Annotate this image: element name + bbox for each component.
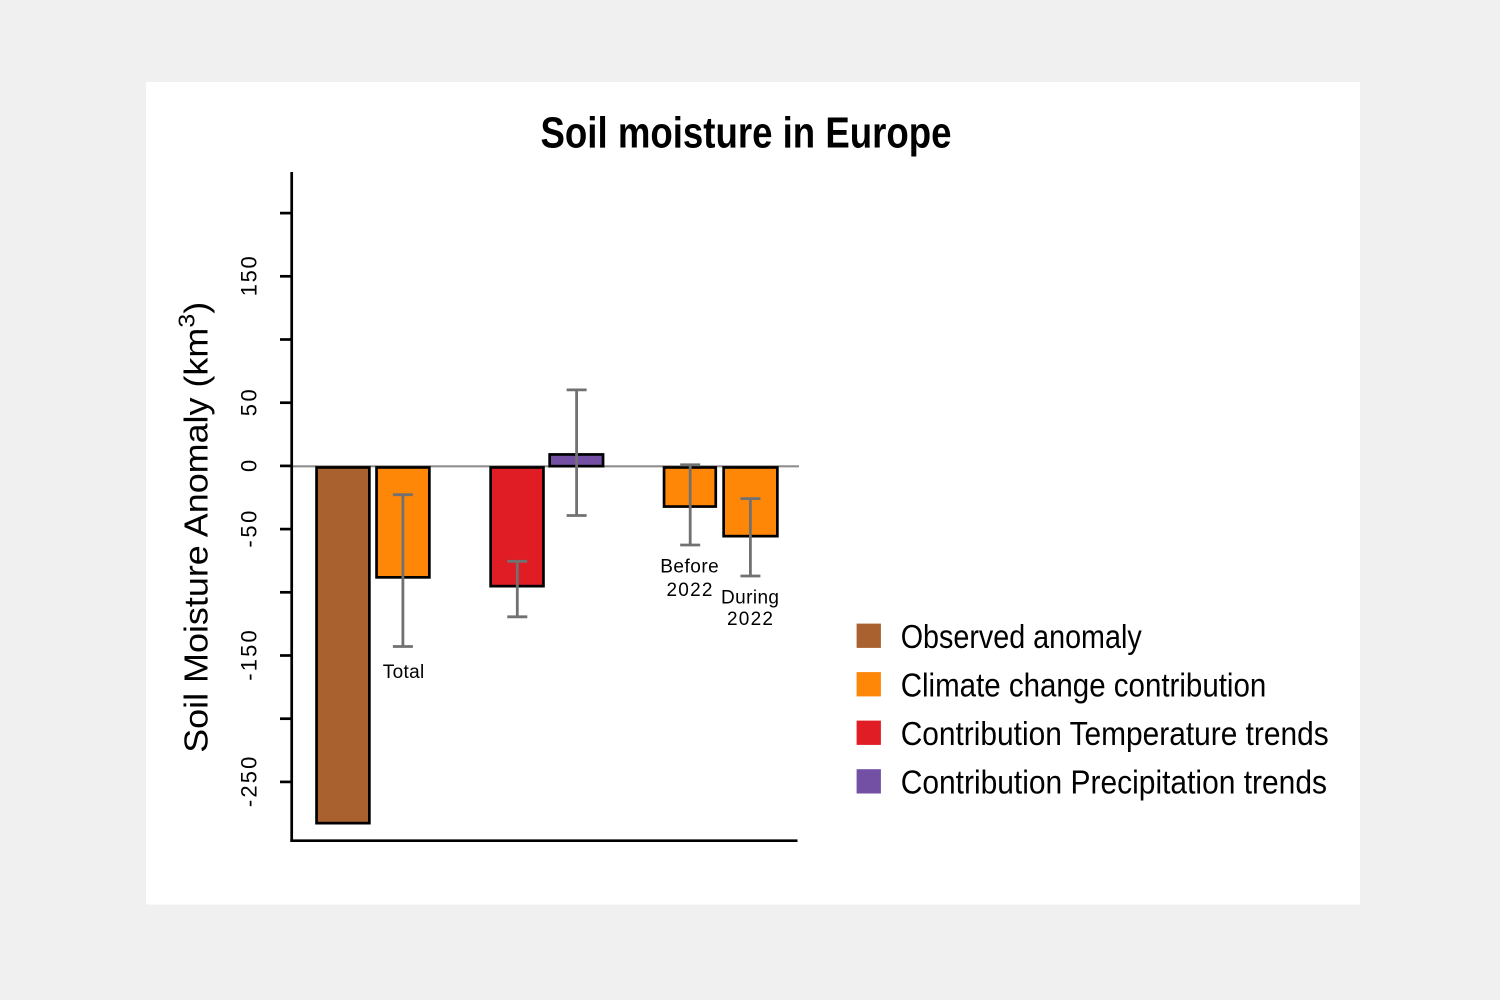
svg-text:150: 150 [237,256,262,296]
svg-text:Contribution Precipitation tre: Contribution Precipitation trends [901,764,1327,801]
svg-text:2022: 2022 [667,580,713,601]
svg-text:-50: -50 [237,511,262,548]
svg-text:During: During [721,588,779,609]
svg-text:Contribution Temperature trend: Contribution Temperature trends [901,716,1329,753]
svg-text:Soil moisture in Europe: Soil moisture in Europe [541,110,952,158]
svg-text:Climate change contribution: Climate change contribution [901,667,1267,704]
svg-text:0: 0 [237,460,262,472]
svg-text:Total: Total [383,662,425,683]
svg-text:2022: 2022 [727,609,773,630]
svg-text:Observed anomaly: Observed anomaly [901,619,1142,656]
svg-text:Before: Before [660,557,719,578]
svg-text:Soil Moisture Anomaly (km3): Soil Moisture Anomaly (km3) [174,302,215,753]
